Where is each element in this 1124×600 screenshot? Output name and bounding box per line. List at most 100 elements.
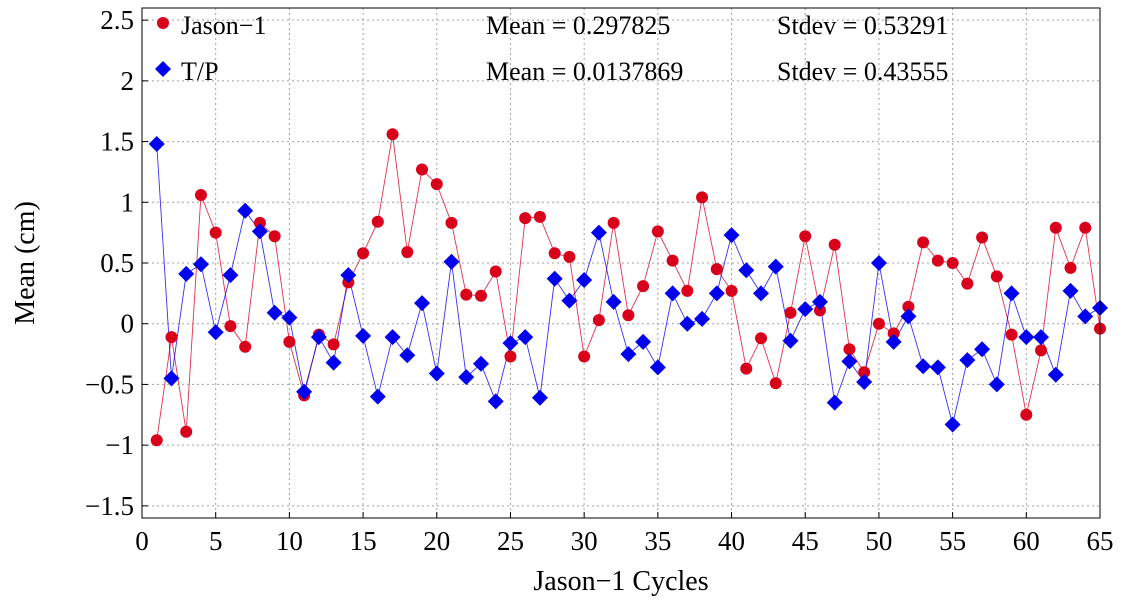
data-point-tp <box>178 265 195 282</box>
data-point-jason <box>887 327 900 340</box>
data-point-tp <box>266 304 283 321</box>
legend-label-jason: Jason−1 <box>181 11 266 40</box>
data-point-tp <box>885 333 902 350</box>
y-tick-label: 1 <box>121 187 135 217</box>
data-point-jason <box>990 270 1003 283</box>
data-point-jason <box>180 425 193 438</box>
y-tick-labels: −1.5 −1 −0.5 0 0.5 1 1.5 2 2.5 <box>85 5 148 521</box>
data-point-jason <box>253 216 266 229</box>
data-point-jason <box>224 320 237 333</box>
data-point-tp <box>870 255 887 271</box>
y-tick-label: 2 <box>121 66 135 96</box>
y-tick-label: −1 <box>105 430 134 460</box>
data-point-jason <box>548 247 561 260</box>
data-point-jason <box>209 226 222 239</box>
data-point-jason <box>371 215 384 228</box>
data-point-tp <box>915 358 932 375</box>
x-tick-label: 55 <box>939 526 966 556</box>
data-point-jason <box>1020 408 1033 421</box>
legend-marker-jason <box>157 17 169 29</box>
data-point-tp <box>163 370 180 387</box>
data-point-tp <box>635 333 652 350</box>
data-point-jason <box>828 238 841 251</box>
y-tick-label: −1.5 <box>85 491 134 521</box>
data-point-jason <box>460 288 473 301</box>
x-tick-label: 20 <box>423 526 450 556</box>
data-point-jason <box>578 350 591 363</box>
data-point-jason <box>519 212 532 225</box>
data-point-tp <box>900 308 917 325</box>
data-point-tp <box>841 353 858 370</box>
data-point-tp <box>826 394 843 411</box>
data-point-jason <box>1064 261 1077 274</box>
x-tick-label: 35 <box>644 526 671 556</box>
data-point-tp <box>355 327 372 344</box>
data-point-tp <box>605 293 622 310</box>
data-point-jason <box>386 128 399 141</box>
data-point-tp <box>443 253 460 270</box>
data-point-jason <box>327 338 340 351</box>
data-point-jason <box>1049 221 1062 234</box>
data-point-tp <box>281 309 298 326</box>
data-point-tp <box>1062 282 1079 299</box>
data-point-tp <box>1033 329 1050 346</box>
data-point-jason <box>533 210 546 223</box>
data-point-tp <box>1003 285 1020 302</box>
series-markers <box>148 128 1108 447</box>
x-axis-label: Jason−1 Cycles <box>533 566 708 597</box>
legend-mean-jason: Mean = 0.297825 <box>486 11 670 40</box>
data-point-tp <box>767 258 784 275</box>
data-point-jason <box>637 280 650 293</box>
data-point-jason <box>563 250 576 263</box>
x-tick-label: 30 <box>571 526 598 556</box>
x-tick-label: 50 <box>865 526 892 556</box>
data-point-tp <box>576 272 593 288</box>
y-tick-label: 1.5 <box>100 127 134 157</box>
data-point-jason <box>651 225 664 238</box>
data-point-jason <box>1005 328 1018 341</box>
data-point-tp <box>458 369 475 386</box>
data-point-jason <box>504 350 517 363</box>
data-point-jason <box>976 231 989 244</box>
data-point-jason <box>917 236 930 249</box>
data-point-tp <box>561 292 578 309</box>
x-tick-label: 25 <box>497 526 524 556</box>
data-point-tp <box>738 262 755 279</box>
data-point-jason <box>681 284 694 297</box>
data-point-tp <box>296 383 313 400</box>
x-tick-label: 60 <box>1013 526 1040 556</box>
data-point-tp <box>1018 329 1035 346</box>
data-point-tp <box>384 329 401 346</box>
x-tick-label: 0 <box>135 526 149 556</box>
data-point-jason <box>740 362 753 375</box>
data-point-jason <box>239 340 252 353</box>
data-point-jason <box>401 246 414 259</box>
data-point-jason <box>268 230 281 243</box>
data-point-tp <box>782 332 799 349</box>
data-point-tp <box>694 310 711 327</box>
data-point-jason <box>194 189 207 201</box>
legend-stdev-jason: Stdev = 0.53291 <box>777 11 948 40</box>
data-point-tp <box>959 352 976 369</box>
data-point-tp <box>399 347 416 364</box>
data-point-jason <box>769 377 782 390</box>
data-point-jason <box>150 434 163 447</box>
data-point-tp <box>753 285 770 302</box>
data-point-tp <box>988 376 1005 393</box>
data-point-jason <box>696 191 709 204</box>
data-point-tp <box>325 354 342 371</box>
data-point-jason <box>961 277 974 290</box>
x-tick-label: 40 <box>718 526 745 556</box>
data-point-jason <box>489 265 502 278</box>
y-axis-label: Mean (cm) <box>10 201 41 325</box>
data-point-tp <box>1047 366 1064 383</box>
data-point-tp <box>222 267 239 284</box>
data-point-tp <box>487 393 504 410</box>
legend-mean-tp: Mean = 0.0137869 <box>486 57 683 86</box>
data-point-tp <box>1077 308 1094 325</box>
data-point-jason <box>474 289 487 302</box>
data-point-tp <box>974 341 991 358</box>
data-point-tp <box>929 359 946 376</box>
data-point-tp <box>723 227 740 244</box>
